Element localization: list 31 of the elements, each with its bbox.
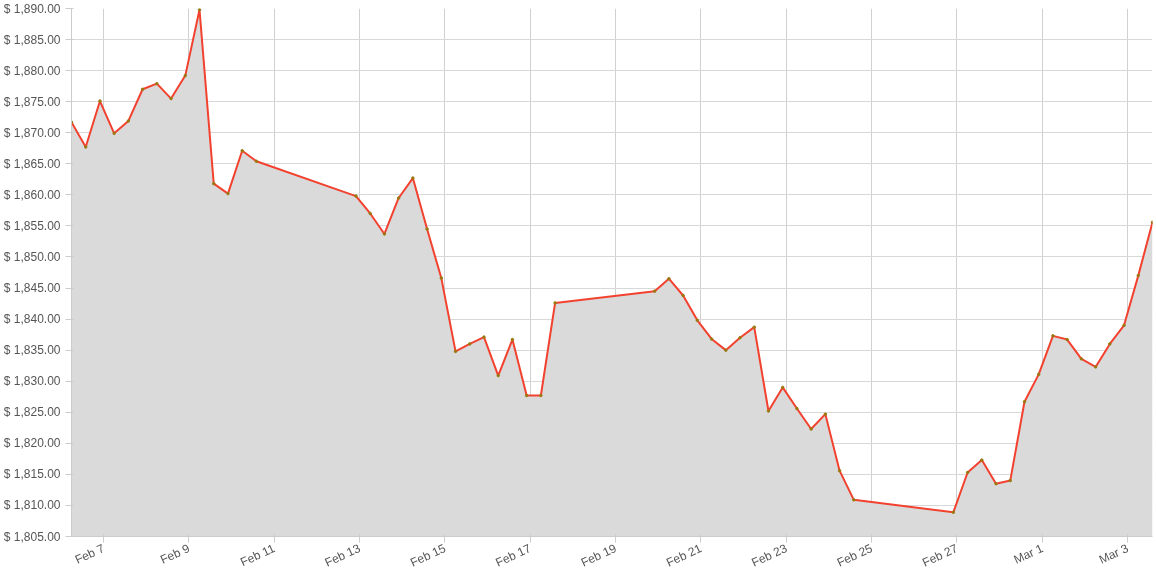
x-tick-label: Feb 21: [664, 541, 705, 570]
x-tick-label: Mar 3: [1096, 541, 1131, 567]
x-tick-label: Feb 7: [72, 541, 107, 567]
y-tick-label: $ 1,815.00: [3, 467, 61, 482]
x-tick-label: Feb 13: [322, 541, 363, 570]
y-tick-label: $ 1,810.00: [3, 498, 61, 513]
y-tick-label: $ 1,835.00: [3, 343, 61, 358]
y-tick-label: $ 1,825.00: [3, 405, 61, 420]
y-tick-label: $ 1,845.00: [3, 281, 61, 296]
y-tick-label: $ 1,890.00: [3, 1, 61, 16]
x-tick-label: Feb 25: [834, 541, 875, 570]
y-tick-label: $ 1,820.00: [3, 436, 61, 451]
y-tick-label: $ 1,860.00: [3, 187, 61, 202]
y-tick-label: $ 1,840.00: [3, 312, 61, 327]
y-tick-label: $ 1,850.00: [3, 249, 61, 264]
x-tick-label: Mar 1: [1011, 541, 1046, 567]
x-tick-label: Feb 15: [408, 541, 449, 570]
y-tick-label: $ 1,830.00: [3, 374, 61, 389]
x-tick-label: Feb 27: [920, 541, 961, 570]
x-tick-label: Feb 19: [578, 541, 619, 570]
x-tick-label: Feb 23: [749, 541, 790, 570]
y-tick-label: $ 1,875.00: [3, 94, 61, 109]
y-tick-label: $ 1,880.00: [3, 63, 61, 78]
y-tick-label: $ 1,855.00: [3, 218, 61, 233]
y-tick-label: $ 1,865.00: [3, 156, 61, 171]
y-tick-label: $ 1,805.00: [3, 529, 61, 544]
x-tick-label: Feb 11: [238, 541, 278, 570]
x-tick-label: Feb 9: [158, 541, 193, 567]
y-tick-label: $ 1,870.00: [3, 125, 61, 140]
x-tick-label: Feb 17: [493, 541, 534, 570]
y-tick-label: $ 1,885.00: [3, 32, 61, 47]
